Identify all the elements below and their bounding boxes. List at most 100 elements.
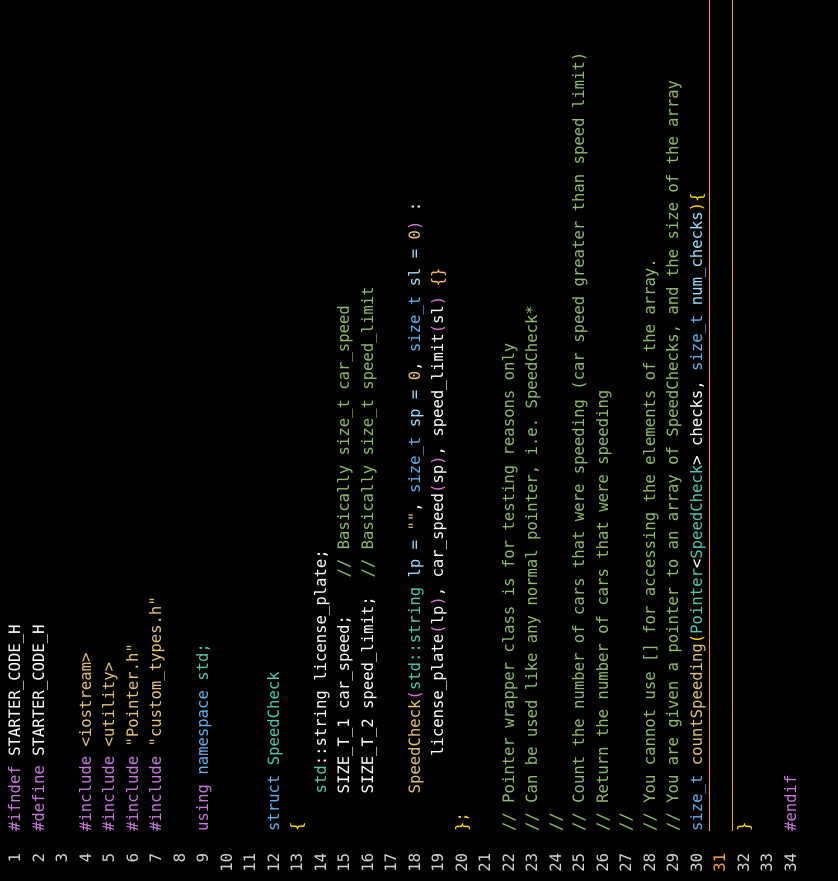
line-number: 30 bbox=[687, 853, 706, 872]
code-token: ( bbox=[687, 633, 706, 644]
code-token: size_t bbox=[687, 774, 706, 831]
code-token: #include bbox=[76, 755, 95, 831]
code-token: SpeedCheck bbox=[405, 699, 424, 831]
code-token: sl = bbox=[405, 239, 424, 296]
code-token: , bbox=[405, 352, 424, 371]
code-token: #include bbox=[100, 755, 118, 831]
code-line[interactable]: 24 // bbox=[545, 0, 569, 881]
line-code: std::string license_plate; bbox=[310, 549, 334, 831]
code-line[interactable]: 5 #include <utility> bbox=[98, 0, 122, 881]
code-line[interactable]: 3 bbox=[51, 0, 75, 881]
code-line[interactable]: 23 // Can be used like any normal pointer… bbox=[521, 0, 545, 881]
code-token: <iostream> bbox=[76, 652, 95, 756]
line-code: // Can be used like any normal pointer, … bbox=[521, 305, 545, 831]
code-token: SpeedCheck bbox=[687, 464, 706, 559]
code-line[interactable]: 1 #ifndef STARTER_CODE_H bbox=[4, 0, 28, 881]
line-number: 11 bbox=[241, 853, 259, 872]
code-token: 0 bbox=[405, 230, 424, 240]
code-line[interactable]: 31 bbox=[709, 0, 733, 881]
line-number: 12 bbox=[264, 853, 283, 872]
code-token: ) bbox=[429, 455, 447, 465]
line-code: { bbox=[286, 822, 310, 831]
code-line[interactable]: 13 { bbox=[286, 0, 310, 881]
code-line[interactable]: 32} bbox=[733, 0, 757, 881]
code-line[interactable]: 8 bbox=[169, 0, 193, 881]
code-token: std bbox=[311, 765, 330, 831]
code-token: SIZE_T_2 speed_limit; bbox=[358, 596, 377, 831]
code-line[interactable]: 29 // You are given a pointer to an array… bbox=[662, 0, 686, 881]
code-line[interactable]: 9 using namespace std; bbox=[192, 0, 216, 881]
line-code: } bbox=[733, 822, 757, 831]
line-code: // Count the number of cars that were sp… bbox=[568, 52, 592, 831]
line-code: // Pointer wrapper class is for testing … bbox=[498, 343, 522, 831]
code-line[interactable]: 4 #include <iostream> bbox=[75, 0, 99, 881]
code-token: std; bbox=[194, 643, 212, 691]
code-line[interactable]: 33 bbox=[756, 0, 780, 881]
code-token: size_t bbox=[687, 314, 706, 371]
line-number: 18 bbox=[405, 853, 424, 872]
line-code: // You are given a pointer to an array o… bbox=[662, 80, 686, 831]
line-number: 13 bbox=[288, 853, 306, 872]
code-token: ::string license_plate; bbox=[311, 549, 330, 766]
code-line[interactable]: 12 struct SpeedCheck bbox=[263, 0, 287, 881]
line-number: 34 bbox=[781, 853, 800, 872]
line-code: // bbox=[545, 812, 569, 831]
code-token: "" bbox=[405, 511, 424, 531]
code-line[interactable]: 30 size_t countSpeeding(Pointer<SpeedChec… bbox=[686, 0, 710, 881]
code-token: , bbox=[405, 492, 424, 512]
code-line[interactable]: 26 // Return the number of cars that were… bbox=[592, 0, 616, 881]
line-number: 33 bbox=[758, 853, 776, 872]
line-code: #define STARTER_CODE_H bbox=[28, 624, 52, 831]
line-number: 1 bbox=[6, 853, 24, 863]
code-token: #endif bbox=[781, 774, 800, 831]
code-line[interactable]: 6 #include "Pointer.h" bbox=[122, 0, 146, 881]
code-token: size_t bbox=[405, 436, 424, 493]
line-number: 31 bbox=[711, 853, 729, 872]
code-line[interactable]: 34 #endif bbox=[780, 0, 804, 881]
line-number: 22 bbox=[499, 853, 518, 872]
line-code: SIZE_T_2 speed_limit; // Basically size_… bbox=[357, 286, 381, 831]
code-line[interactable]: 22 // Pointer wrapper class is for testin… bbox=[498, 0, 522, 881]
code-token: { bbox=[288, 821, 306, 831]
code-line[interactable]: 14 std::string license_plate; bbox=[310, 0, 334, 881]
line-number: 21 bbox=[476, 853, 494, 872]
code-line[interactable]: 7 #include "custom_types.h" bbox=[145, 0, 169, 881]
code-token: sp = bbox=[405, 380, 424, 437]
code-token: SIZE_T_1 car_speed; bbox=[335, 615, 353, 831]
code-line[interactable]: 16 SIZE_T_2 speed_limit; // Basically si… bbox=[357, 0, 381, 881]
line-number: 20 bbox=[452, 853, 471, 872]
code-token: sl bbox=[429, 305, 447, 324]
line-number: 29 bbox=[664, 853, 682, 872]
code-token: lp = bbox=[405, 530, 424, 587]
line-code: // bbox=[615, 812, 639, 831]
line-number: 8 bbox=[170, 853, 189, 863]
line-code: using namespace std; bbox=[192, 643, 216, 831]
line-code: SpeedCheck(std::string lp = "", size_t s… bbox=[404, 202, 428, 831]
line-number: 5 bbox=[100, 853, 118, 863]
code-line[interactable]: 19 license_plate(lp), car_speed(sp), spe… bbox=[427, 0, 451, 881]
code-token: Pointer bbox=[687, 568, 706, 634]
code-line[interactable]: 20}; bbox=[451, 0, 475, 881]
line-number: 28 bbox=[640, 853, 659, 872]
code-token: ( bbox=[429, 483, 447, 493]
code-line[interactable]: 25 // Count the number of cars that were … bbox=[568, 0, 592, 881]
line-code: #endif bbox=[780, 775, 804, 831]
code-line[interactable]: 21 bbox=[474, 0, 498, 881]
code-token: #include bbox=[147, 755, 165, 831]
code-line[interactable]: 17 bbox=[380, 0, 404, 881]
line-code: size_t countSpeeding(Pointer<SpeedCheck>… bbox=[686, 193, 710, 831]
code-line[interactable]: 11 bbox=[239, 0, 263, 881]
code-line[interactable]: 15 SIZE_T_1 car_speed; // Basically size… bbox=[333, 0, 357, 881]
line-number: 23 bbox=[523, 853, 541, 872]
code-token: ) bbox=[429, 295, 447, 306]
line-code: #include "custom_types.h" bbox=[145, 596, 169, 831]
code-token: size_t bbox=[405, 295, 424, 353]
line-number: 16 bbox=[358, 853, 377, 872]
code-line[interactable]: 28 // You cannot use [] for accessing the… bbox=[639, 0, 663, 881]
code-line[interactable]: 27 // bbox=[615, 0, 639, 881]
line-number: 26 bbox=[593, 853, 612, 872]
code-line[interactable]: 2 #define STARTER_CODE_H bbox=[28, 0, 52, 881]
code-line[interactable]: 10 bbox=[216, 0, 240, 881]
code-line[interactable]: 18 SpeedCheck(std::string lp = "", size_… bbox=[404, 0, 428, 881]
